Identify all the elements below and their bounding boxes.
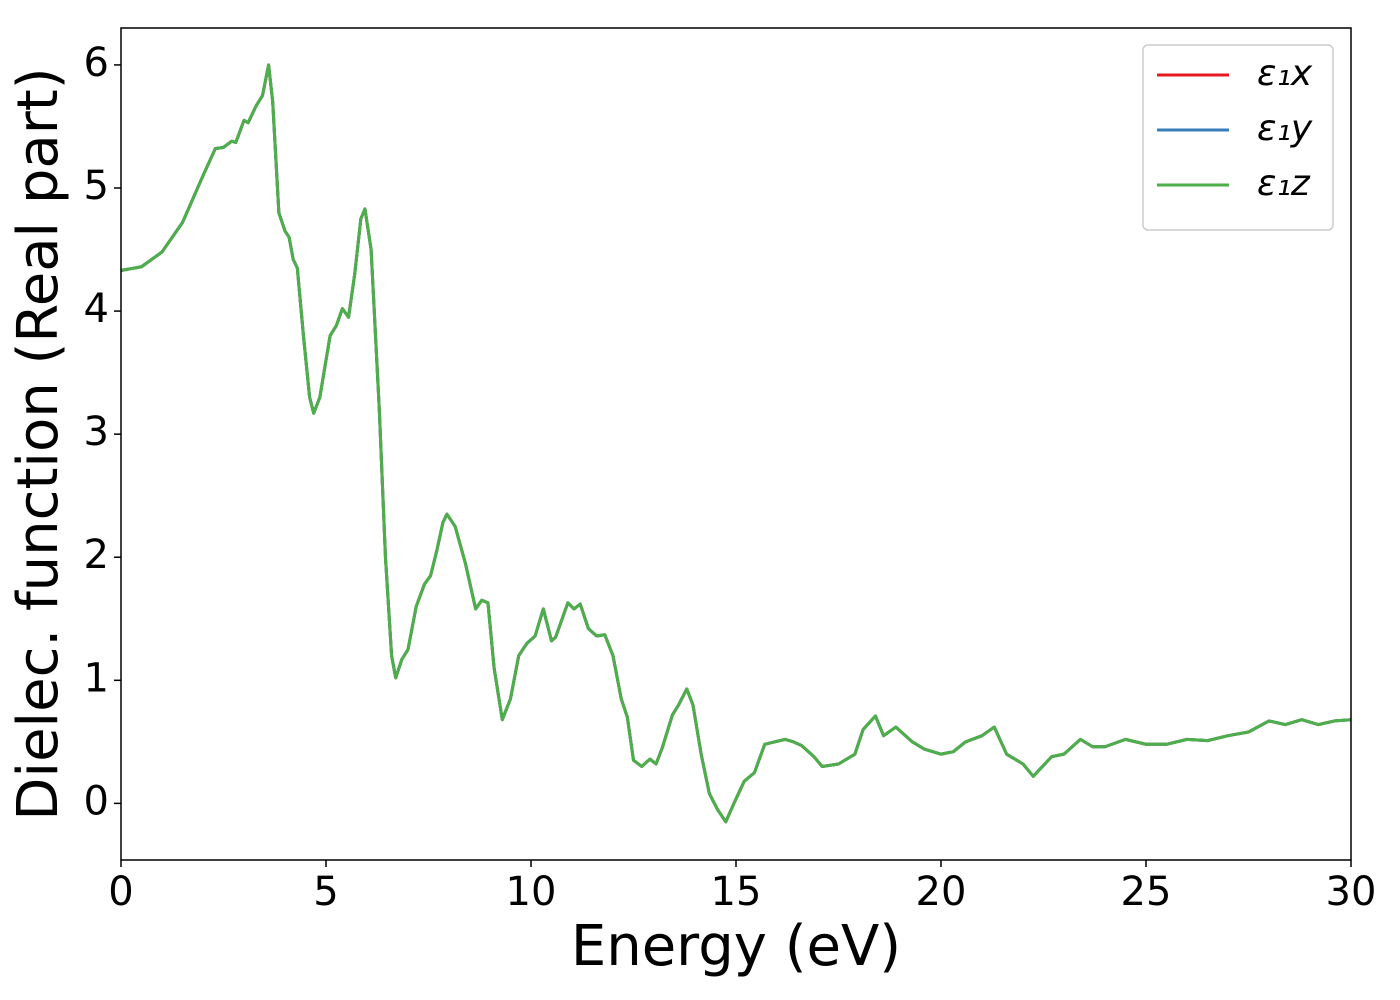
x-tick-label: 30 xyxy=(1326,869,1377,915)
y-tick-label: 6 xyxy=(84,40,109,86)
x-tick-label: 10 xyxy=(506,869,557,915)
line-series xyxy=(121,63,1351,824)
y-tick-label: 4 xyxy=(84,286,109,332)
y-tick-label: 1 xyxy=(84,655,109,701)
y-axis-label: Dielec. function (Real part) xyxy=(6,67,71,820)
legend-label: ε₁z xyxy=(1257,163,1311,204)
y-tick-label: 5 xyxy=(84,163,109,209)
x-tick-label: 15 xyxy=(711,869,762,915)
y-tick-label: 3 xyxy=(84,409,109,455)
legend-label: ε₁y xyxy=(1257,108,1313,149)
x-tick-label: 5 xyxy=(313,869,338,915)
plot-frame xyxy=(120,27,1352,861)
x-tick-label: 0 xyxy=(108,869,133,915)
y-tick-label: 0 xyxy=(84,778,109,824)
y-tick-label: 2 xyxy=(84,532,109,578)
x-axis-label: Energy (eV) xyxy=(571,914,901,979)
x-tick-label: 25 xyxy=(1121,869,1172,915)
x-tick-label: 20 xyxy=(916,869,967,915)
legend-label: ε₁x xyxy=(1257,53,1313,94)
